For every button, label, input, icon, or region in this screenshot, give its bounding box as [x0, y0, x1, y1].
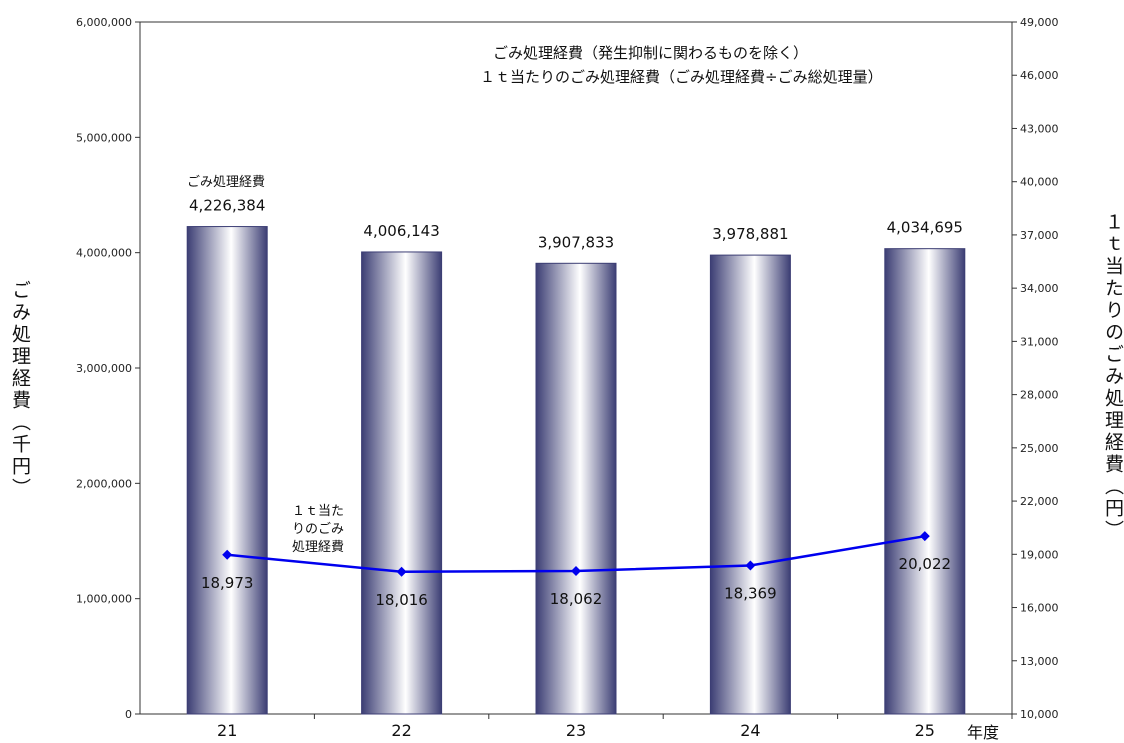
y-right-tick-label: 49,000 — [1020, 16, 1059, 29]
line-annotation-line3: 処理経費 — [292, 540, 344, 555]
y-axis-right-title: １ｔ当たりのごみ処理経費（円） — [1100, 212, 1124, 542]
legend-bar-series: ごみ処理経費（発生抑制に関わるものを除く） — [493, 42, 808, 63]
line-data-label: 20,022 — [899, 555, 952, 573]
y-left-tick-label: 1,000,000 — [76, 593, 132, 606]
y-left-tick-label: 0 — [125, 708, 132, 721]
y-right-tick-label: 34,000 — [1020, 282, 1059, 295]
bar-series-annotation: ごみ処理経費 — [187, 174, 265, 190]
y-right-tick-label: 46,000 — [1020, 69, 1059, 82]
line-annotation-line2: りのごみ — [292, 521, 344, 537]
y-left-tick-label: 2,000,000 — [76, 477, 132, 490]
y-right-tick-label: 28,000 — [1020, 389, 1059, 402]
x-category-label: 24 — [740, 721, 760, 740]
y-right-tick-label: 40,000 — [1020, 176, 1059, 189]
x-category-label: 25 — [915, 721, 935, 740]
x-category-label: 23 — [566, 721, 586, 740]
x-axis-title: 年度 — [967, 719, 999, 743]
y-right-tick-label: 43,000 — [1020, 122, 1059, 135]
y-left-tick-label: 4,000,000 — [76, 247, 132, 260]
x-category-label: 21 — [217, 721, 237, 740]
line-annotation-line1: １ｔ当た — [292, 504, 344, 519]
y-right-tick-label: 13,000 — [1020, 655, 1059, 668]
y-right-tick-label: 16,000 — [1020, 602, 1059, 615]
y-right-tick-label: 25,000 — [1020, 442, 1059, 455]
y-right-tick-label: 10,000 — [1020, 708, 1059, 721]
y-right-tick-label: 31,000 — [1020, 335, 1059, 348]
y-left-tick-label: 6,000,000 — [76, 16, 132, 29]
line-data-label: 18,062 — [550, 590, 603, 608]
line-data-label: 18,016 — [375, 591, 428, 609]
line-data-label: 18,973 — [201, 574, 254, 592]
legend-line-series: １ｔ当たりのごみ処理経費（ごみ処理経費÷ごみ総処理量） — [480, 66, 883, 87]
y-left-tick-label: 3,000,000 — [76, 362, 132, 375]
bar-data-label: 4,034,695 — [887, 219, 963, 237]
bar — [362, 252, 442, 714]
bar — [536, 263, 616, 714]
bar — [187, 227, 267, 714]
y-right-tick-label: 22,000 — [1020, 495, 1059, 508]
bar-data-label: 4,006,143 — [363, 222, 439, 240]
bar-data-label: 3,907,833 — [538, 233, 614, 251]
bar-labels: 4,226,384 4,006,143 3,907,833 3,978,881 4,03… — [189, 197, 963, 252]
line-data-label: 18,369 — [724, 585, 777, 603]
y-right-tick-label: 19,000 — [1020, 548, 1059, 561]
y-axis-left-title: ごみ処理経費（千円） — [7, 280, 34, 500]
y-right-tick-label: 37,000 — [1020, 229, 1059, 242]
bar-data-label: 3,978,881 — [712, 225, 788, 243]
bars — [187, 227, 965, 714]
x-category-label: 22 — [391, 721, 411, 740]
bar — [710, 255, 790, 714]
bar — [885, 249, 965, 714]
bar-data-label: 4,226,384 — [189, 197, 265, 215]
y-left-tick-label: 5,000,000 — [76, 131, 132, 144]
